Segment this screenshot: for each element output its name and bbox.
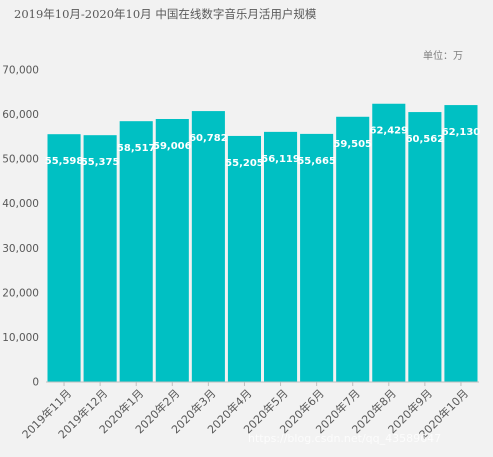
bar <box>444 105 478 383</box>
y-axis: 0 10,000 20,000 30,000 40,000 50,000 60,000 70,… <box>2 65 39 389</box>
bar-value-label: 59,505 <box>333 139 372 150</box>
y-tick-label: 0 <box>32 377 39 389</box>
bar <box>83 135 117 382</box>
bar-value-label: 60,782 <box>189 133 228 144</box>
bar-value-label: 55,598 <box>45 156 84 167</box>
bar-value-label: 56,119 <box>261 154 300 165</box>
bar <box>336 116 370 383</box>
bar-value-label: 58,517 <box>117 143 156 154</box>
chart-title: 2019年10月-2020年10月 中国在线数字音乐月活用户规模 <box>14 7 317 21</box>
unit-label: 单位：万 <box>423 51 463 62</box>
bar <box>191 111 225 383</box>
y-tick-label: 30,000 <box>2 243 39 255</box>
bar-value-label: 62,429 <box>369 126 408 137</box>
bar-value-label: 55,205 <box>225 158 264 169</box>
bar <box>408 112 442 382</box>
bar <box>372 103 406 382</box>
y-tick-label: 60,000 <box>2 109 39 121</box>
bar <box>119 121 153 383</box>
bar-value-label: 59,006 <box>153 141 192 152</box>
bar-value-label: 55,665 <box>297 156 336 167</box>
y-tick-label: 70,000 <box>2 65 39 77</box>
y-tick-label: 20,000 <box>2 287 39 299</box>
bar-value-label: 60,562 <box>406 134 445 145</box>
bar <box>155 119 189 382</box>
bar-value-label: 55,375 <box>81 157 120 168</box>
y-tick-label: 40,000 <box>2 198 39 210</box>
y-tick-label: 10,000 <box>2 332 39 344</box>
bar <box>47 134 81 382</box>
bar <box>300 133 334 382</box>
x-axis: 2019年11月2019年12月2020年1月2020年2月2020年3月202… <box>19 381 479 441</box>
bar <box>227 135 261 382</box>
bar <box>264 131 298 382</box>
y-tick-label: 50,000 <box>2 154 39 166</box>
bar-value-label: 62,130 <box>442 127 481 138</box>
